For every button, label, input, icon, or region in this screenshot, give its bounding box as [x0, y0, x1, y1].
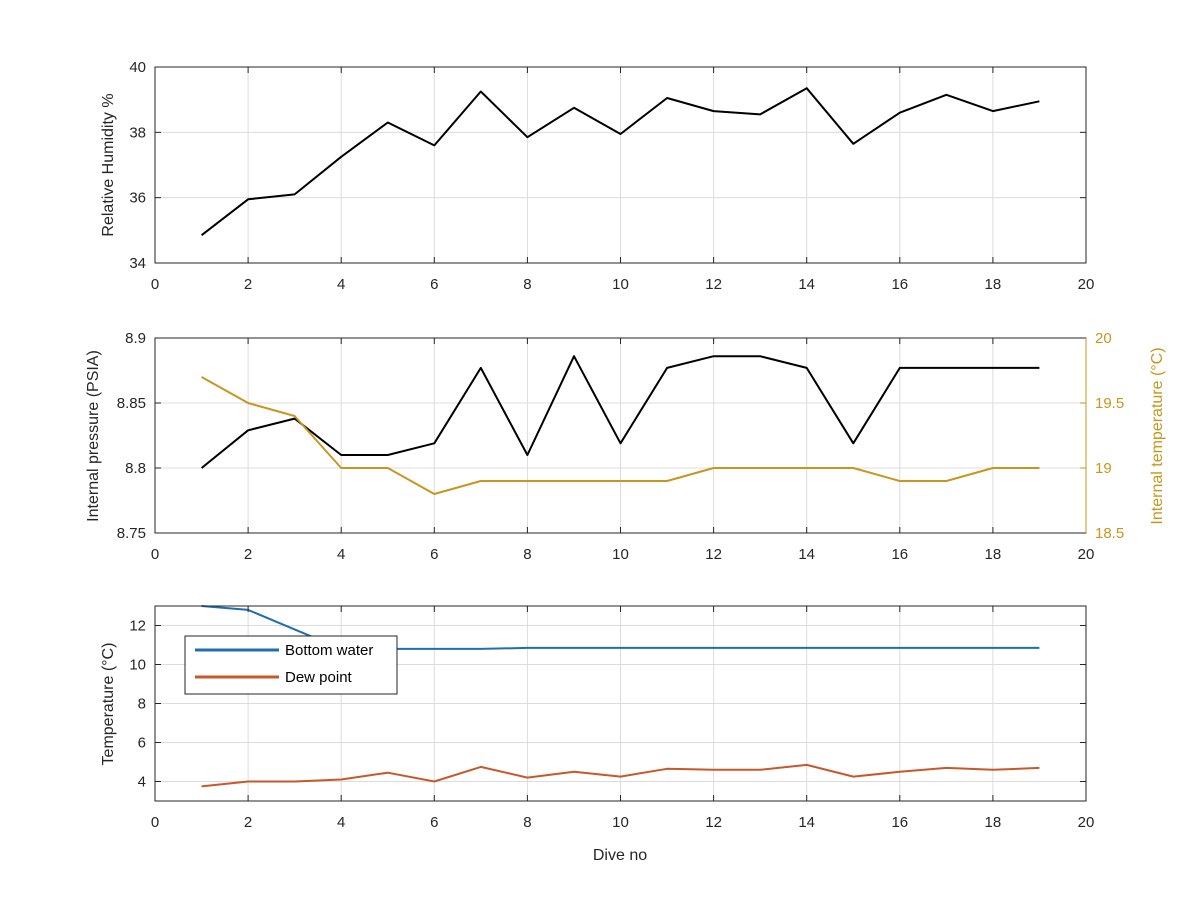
legend-label-dew-point: Dew point [285, 669, 353, 686]
temperature-panel: 0 2 4 6 8 10 12 14 16 18 20 4 6 8 10 12 Temperature (°C… [100, 605, 1095, 864]
y-tick-label: 8.85 [117, 395, 146, 412]
x-tick-label: 16 [891, 814, 908, 831]
x-tick-label: 8 [523, 814, 531, 831]
humidity-panel: 0 2 4 6 8 10 12 14 16 18 20 34 36 38 40 Relative Humid… [100, 59, 1094, 293]
temperature-ylabel: Temperature (°C) [100, 643, 117, 766]
x-tick-label: 6 [430, 546, 438, 563]
x-tick-label: 20 [1078, 814, 1095, 831]
x-tick-label: 18 [985, 814, 1002, 831]
x-tick-label: 0 [151, 276, 159, 293]
x-tick-label: 2 [244, 814, 252, 831]
legend-label-bottom-water: Bottom water [285, 642, 373, 659]
humidity-ylabel: Relative Humidity % [100, 93, 117, 236]
x-tick-label: 8 [523, 546, 531, 563]
x-tick-label: 6 [430, 814, 438, 831]
y-tick-label: 8.75 [117, 525, 146, 542]
x-tick-label: 0 [151, 814, 159, 831]
x-tick-label: 16 [891, 276, 908, 293]
x-tick-label: 18 [985, 546, 1002, 563]
legend-box [184, 635, 398, 695]
y-tick-label: 8 [138, 696, 146, 713]
x-tick-label: 20 [1078, 276, 1095, 293]
internal-temperature-ylabel: Internal temperature (°C) [1149, 347, 1166, 524]
x-tick-label: 2 [244, 546, 252, 563]
x-tick-label: 8 [523, 276, 531, 293]
series-0-line [200, 87, 1040, 236]
y-tick-label: 6 [138, 735, 146, 752]
x-tick-label: 20 [1078, 546, 1095, 563]
y-tick-label: 8.8 [125, 460, 146, 477]
right-y-tick-label: 18.5 [1095, 525, 1124, 542]
y-tick-label: 40 [129, 59, 146, 76]
pressure-ylabel: Internal pressure (PSIA) [85, 350, 102, 522]
y-tick-label: 34 [129, 255, 146, 272]
x-tick-label: 2 [244, 276, 252, 293]
y-tick-label: 4 [138, 774, 146, 791]
right-y-tick-label: 19.5 [1095, 395, 1124, 412]
x-tick-label: 12 [705, 546, 722, 563]
x-tick-label: 4 [337, 546, 345, 563]
x-tick-label: 14 [798, 276, 815, 293]
right-y-tick-label: 19 [1095, 460, 1112, 477]
x-tick-label: 10 [612, 276, 629, 293]
right-y-tick-label: 20 [1095, 330, 1112, 347]
humidity-axes-box [154, 66, 1087, 264]
x-tick-label: 10 [612, 546, 629, 563]
pressure-panel: 0 2 4 6 8 10 12 14 16 18 20 8.75 8.8 8.85 8.9 18.5 19 19.… [85, 330, 1166, 563]
series-1-line [201, 376, 1040, 495]
x-tick-label: 4 [337, 276, 345, 293]
x-tick-label: 14 [798, 814, 815, 831]
x-tick-label: 4 [337, 814, 345, 831]
dive-no-xlabel: Dive no [593, 847, 647, 864]
series-0-line [200, 355, 1040, 469]
dew-point-line [201, 763, 1040, 788]
x-tick-label: 14 [798, 546, 815, 563]
y-tick-label: 36 [129, 190, 146, 207]
y-tick-label: 38 [129, 124, 146, 141]
x-tick-label: 18 [985, 276, 1002, 293]
x-tick-label: 12 [705, 276, 722, 293]
y-tick-label: 8.9 [125, 330, 146, 347]
x-tick-label: 10 [612, 814, 629, 831]
legend: Bottom water Dew point [184, 635, 398, 695]
x-tick-label: 0 [151, 546, 159, 563]
x-tick-label: 12 [705, 814, 722, 831]
y-tick-label: 12 [129, 618, 146, 635]
temperature-axes-box [154, 605, 1087, 802]
y-tick-label: 10 [129, 657, 146, 674]
x-tick-label: 6 [430, 276, 438, 293]
x-tick-label: 16 [891, 546, 908, 563]
